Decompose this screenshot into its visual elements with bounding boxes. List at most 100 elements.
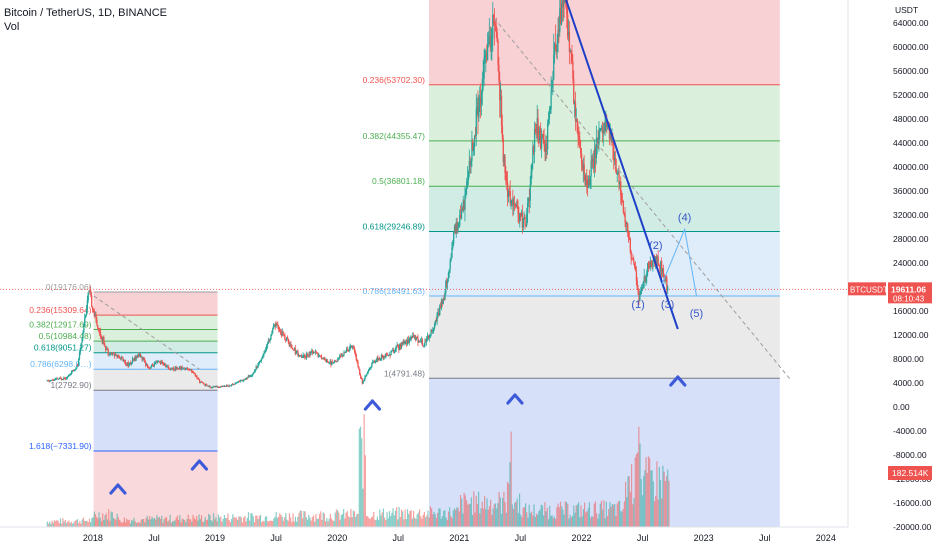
volume-bar [152,518,154,527]
volume-bar [416,514,418,527]
candle-body [368,368,370,371]
volume-bar [479,513,481,527]
volume-bar [163,519,165,527]
volume-bar [350,509,352,527]
candle-body [191,369,193,372]
candle-body [348,349,350,351]
candle-body [124,360,126,363]
volume-bar [573,505,575,527]
candle-body [450,257,452,261]
candle-body [352,345,354,348]
candle-body [605,117,607,124]
candle-body [328,362,330,364]
x-axis-tick-label: 2023 [694,533,714,543]
fib1-band-2 [93,329,218,342]
candle-body [177,368,179,370]
candle-body [482,78,484,80]
volume-bar [533,504,535,527]
candle-body [544,146,546,153]
candle-body [345,351,347,353]
candle-body [619,181,621,185]
candle-body [122,358,124,362]
volume-bar [193,517,195,527]
volume-bar [262,520,264,527]
candle-body [513,204,515,206]
volume-bar [203,521,205,527]
volume-bar [181,518,183,527]
candle-body [473,135,476,147]
candle-body [107,349,109,355]
volume-bar [635,453,638,527]
volume-bar [211,521,213,527]
volume-bar [591,515,593,527]
volume-bar [578,502,580,527]
volume-bar [314,521,316,527]
volume-bar [124,522,127,527]
volume-bar [269,520,271,527]
candle-body [594,148,597,159]
candle-body [565,0,567,7]
y-axis-tick-label: 44000.00 [893,138,929,148]
candle-body [634,267,637,271]
candle-body [458,225,460,227]
candle-body [367,370,370,373]
volume-bar [615,515,617,527]
candle-body [547,119,550,124]
volume-bar [122,521,124,527]
candle-body [486,43,489,61]
volume-bar [485,509,487,527]
candle-body [321,358,323,360]
candle-body [415,336,417,341]
candle-body [432,330,434,333]
candle-body [47,380,49,382]
candle-body [60,377,62,380]
volume-bar [104,515,106,527]
volume-bar [199,519,201,527]
candle-body [112,353,115,355]
candle-body [131,358,134,363]
candle-body [615,168,618,174]
candle-body [531,163,533,172]
candle-body [506,180,508,183]
volume-bar [218,517,221,527]
volume-bar [241,522,244,527]
volume-bar [239,516,241,527]
candle-body [363,380,365,382]
candle-body [634,263,636,268]
candle-body [190,369,192,371]
candle-body [592,158,594,162]
candle-body [192,371,195,373]
volume-bar [512,508,515,527]
y-axis-tick-label: 52000.00 [893,90,929,100]
volume-bar [117,517,119,527]
volume-bar [464,495,466,527]
volume-bar [74,520,76,527]
candle-body [295,352,297,354]
volume-bar [444,510,446,527]
volume-bar [287,520,289,527]
volume-bar [80,523,82,527]
candle-body [549,109,551,112]
volume-bar [510,431,512,527]
candle-body [76,365,78,369]
volume-bar [447,511,450,527]
candle-body [198,379,201,383]
volume-bar [437,512,439,527]
fib2-band-0 [428,0,780,85]
candle-body [534,128,537,132]
volume-bar [221,521,223,527]
candle-body [388,354,390,356]
candle-body [84,315,87,318]
volume-bar [340,514,342,527]
candle-body [126,362,129,365]
volume-bar [151,516,153,527]
volume-bar [123,517,125,527]
last-price-symbol-tag [848,282,886,296]
candle-body [340,355,343,357]
candle-body [387,355,390,357]
volume-bar [147,519,150,527]
candle-body [266,343,269,347]
volume-bar [462,513,464,527]
